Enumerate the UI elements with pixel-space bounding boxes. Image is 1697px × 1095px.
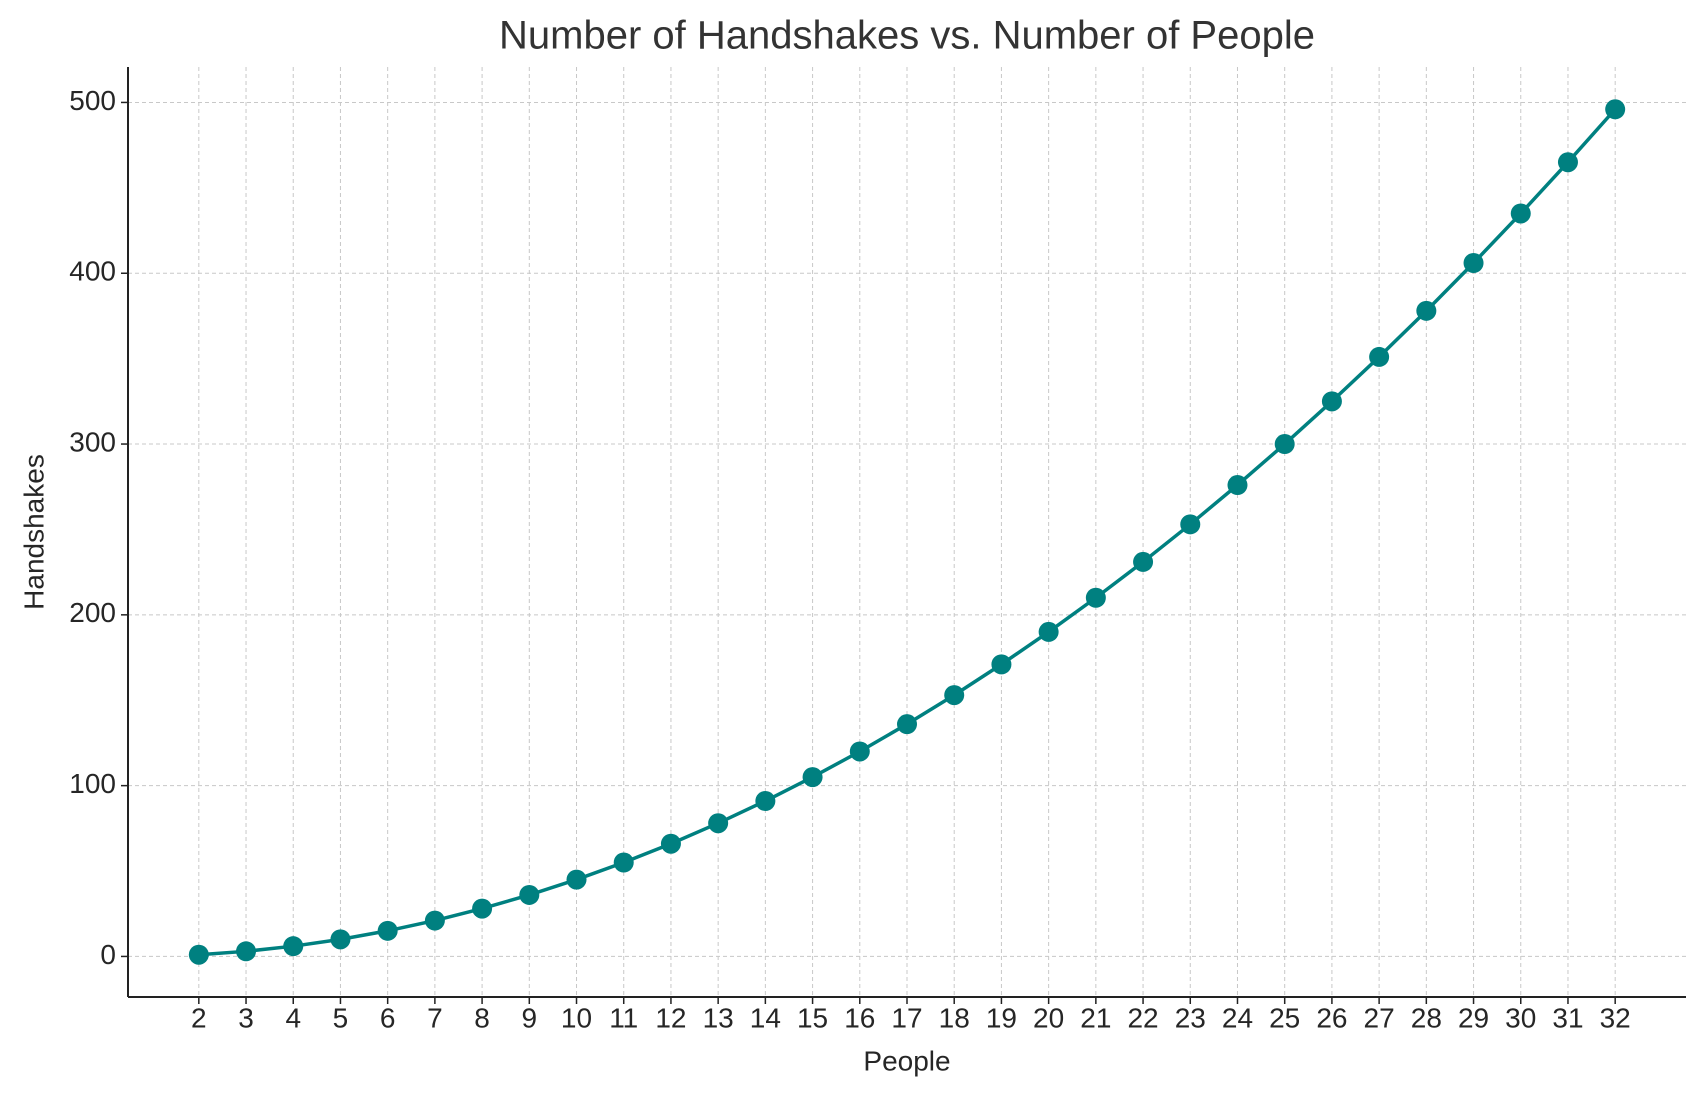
x-axis-label: People [863,1045,950,1076]
x-tick-label: 13 [703,1002,734,1033]
x-tick-label: 7 [427,1002,443,1033]
data-point [377,920,398,941]
y-tick-label: 200 [69,597,116,628]
y-tick-label: 300 [69,426,116,457]
data-point [755,791,776,812]
data-point [849,741,870,762]
data-point [1227,475,1248,496]
data-point [897,714,917,735]
data-point [1605,99,1626,120]
x-tick-label: 30 [1505,1002,1536,1033]
y-tick-label: 0 [100,939,116,970]
x-tick-label: 20 [1033,1002,1064,1033]
y-tick-label: 100 [69,768,116,799]
data-point [1416,300,1437,321]
x-tick-label: 24 [1222,1002,1253,1033]
x-tick-label: 3 [238,1002,254,1033]
data-point [330,929,351,950]
x-tick-label: 27 [1364,1002,1395,1033]
x-tick-label: 18 [939,1002,970,1033]
x-tick-label: 26 [1316,1002,1347,1033]
x-tick-label: 12 [655,1002,686,1033]
data-point [1038,621,1059,642]
x-tick-label: 16 [844,1002,875,1033]
x-tick-label: 29 [1458,1002,1489,1033]
x-tick-label: 5 [333,1002,349,1033]
x-tick-label: 14 [750,1002,781,1033]
data-point [802,767,823,788]
x-tick-label: 6 [380,1002,396,1033]
x-tick-label: 17 [891,1002,922,1033]
data-point [566,869,587,890]
x-tick-label: 8 [474,1002,490,1033]
x-tick-label: 31 [1552,1002,1583,1033]
data-point [1369,346,1390,367]
x-tick-label: 21 [1080,1002,1111,1033]
x-tick-label: 10 [561,1002,592,1033]
data-point [519,884,540,905]
data-point [991,654,1012,675]
y-axis-label: Handshakes [18,454,49,610]
x-tick-label: 4 [285,1002,301,1033]
x-tick-label: 19 [986,1002,1017,1033]
data-point [283,936,304,957]
data-point [613,852,634,873]
data-point [1274,434,1295,455]
data-point [188,944,209,965]
x-tick-label: 25 [1269,1002,1300,1033]
data-point [1133,551,1154,572]
data-point [1321,391,1342,412]
y-tick-label: 500 [69,85,116,116]
data-point [1463,252,1484,273]
data-point [1085,587,1106,608]
data-point [1557,152,1578,173]
data-point [424,910,445,931]
chart-title: Number of Handshakes vs. Number of Peopl… [499,14,1315,58]
data-point [708,813,729,834]
x-tick-label: 15 [797,1002,828,1033]
x-tick-label: 22 [1127,1002,1158,1033]
x-tick-label: 2 [191,1002,207,1033]
data-point [944,685,965,706]
x-tick-label: 23 [1175,1002,1206,1033]
data-point [1510,203,1531,224]
data-point [660,833,681,854]
x-tick-label: 32 [1600,1002,1631,1033]
data-point [472,898,493,919]
x-tick-label: 11 [609,1002,638,1033]
data-point [1180,514,1201,535]
x-tick-label: 9 [522,1002,538,1033]
y-tick-label: 400 [69,256,116,287]
data-point [236,941,257,962]
x-tick-label: 28 [1411,1002,1442,1033]
